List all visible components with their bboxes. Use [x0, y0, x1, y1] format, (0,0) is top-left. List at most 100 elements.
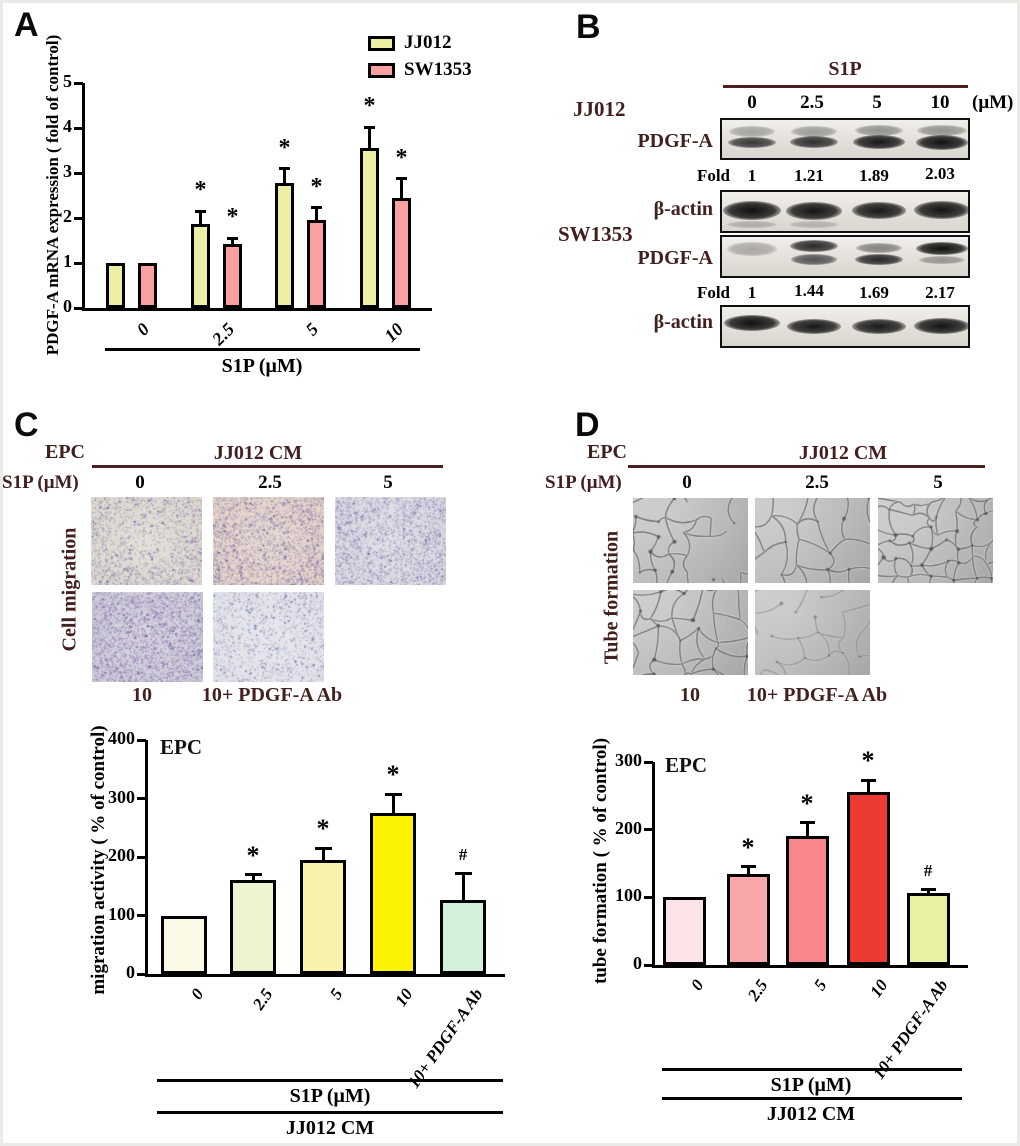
sw1353-pdgfa-label: PDGF-A	[637, 247, 713, 269]
y-tick-label: 0	[633, 953, 642, 973]
sw1353-fold-label: Fold	[696, 283, 730, 302]
legend-label: SW1353	[404, 59, 472, 80]
blot-band	[919, 256, 965, 264]
panel-c-bottom-label-10: 10	[132, 684, 152, 706]
bar	[906, 892, 950, 965]
error-bar-cap	[227, 236, 238, 240]
blot-band	[852, 202, 906, 219]
error-bar-stem	[926, 889, 930, 893]
y-tick-label: 2	[63, 206, 72, 226]
panel-c-footer-label-2: JJ012 CM	[285, 1117, 375, 1139]
panel-c-footer-line-2	[157, 1111, 503, 1114]
y-tick-label: 100	[615, 885, 642, 906]
error-bar-stem	[391, 794, 395, 814]
error-bar-cap	[799, 821, 815, 825]
unit-label: (μM)	[972, 92, 1014, 113]
bar	[440, 899, 486, 974]
significance-marker: *	[310, 173, 323, 200]
blot-band	[729, 126, 775, 137]
blot-band	[791, 254, 837, 265]
significance-marker: *	[800, 788, 814, 818]
bar	[191, 223, 210, 308]
tube-micrograph-0	[633, 498, 748, 583]
bar	[370, 813, 416, 974]
blot-band	[855, 125, 903, 136]
panel-d-footer-label-1: S1P (μM)	[770, 1074, 852, 1096]
jj012-fold-0: 1	[747, 166, 757, 185]
panel-d-bottom-label-10: 10	[680, 684, 700, 706]
sw1353-fold-1: 1.44	[794, 281, 824, 300]
blot-band	[791, 126, 837, 137]
error-bar-cap	[311, 206, 322, 210]
panel-c-col-0: 0	[135, 472, 145, 493]
bar	[392, 197, 411, 308]
blot-band	[855, 254, 903, 265]
error-bar-cap	[384, 792, 402, 796]
error-bar-stem	[321, 848, 325, 860]
significance-marker: *	[226, 204, 239, 231]
blot-band	[852, 319, 906, 334]
error-bar-cap	[740, 865, 756, 869]
blot-band	[856, 243, 902, 253]
bar	[161, 915, 207, 974]
bar	[307, 220, 326, 308]
y-tick	[644, 963, 653, 967]
panel-d-footer-line-2	[662, 1097, 962, 1100]
sw1353-fold-0: 1	[747, 283, 757, 302]
error-bar-cap	[860, 778, 876, 782]
y-tick-label: 200	[615, 817, 642, 838]
y-tick-label: 5	[63, 71, 72, 91]
y-tick-label: 300	[108, 786, 135, 807]
error-bar-stem	[805, 822, 809, 837]
tube-micrograph-10	[633, 590, 748, 675]
bar	[726, 873, 770, 965]
blot-band	[727, 242, 777, 256]
y-tick	[74, 81, 83, 85]
panel-c-col-5: 5	[383, 472, 393, 493]
significance-marker: *	[861, 746, 875, 776]
conc-10: 10	[930, 92, 950, 113]
y-tick	[74, 171, 83, 175]
jj012-pdgfa-blot	[720, 118, 970, 160]
significance-marker: *	[246, 840, 260, 870]
y-axis	[652, 762, 655, 968]
y-tick-label: 300	[615, 750, 642, 770]
panel-d-bottom-label-ab: 10+ PDGF-A Ab	[746, 684, 888, 706]
cell-line-sw1353-label: SW1353	[558, 222, 633, 246]
migration-micrograph-2.5	[213, 497, 324, 585]
error-bar-stem	[231, 238, 234, 245]
y-tick	[644, 828, 653, 832]
error-bar-cap	[920, 887, 936, 891]
blot-band	[917, 125, 967, 136]
blot-band	[853, 135, 905, 149]
significance-marker: *	[194, 177, 207, 204]
bar	[785, 836, 829, 965]
bar	[300, 859, 346, 974]
treatment-label: S1P	[828, 58, 862, 80]
blot-band	[724, 315, 780, 331]
bar	[275, 183, 294, 308]
conc-0: 0	[747, 92, 757, 113]
bar	[360, 148, 379, 308]
y-tick-label: 1	[63, 251, 72, 271]
panel-c-col-2.5: 2.5	[258, 472, 282, 493]
conc-5: 5	[872, 92, 882, 113]
blot-band	[790, 136, 838, 148]
error-bar-stem	[251, 874, 255, 881]
tube-micrograph-5	[878, 498, 993, 583]
blot-band	[790, 240, 838, 252]
conc-2.5: 2.5	[800, 92, 824, 113]
error-bar-cap	[454, 871, 472, 875]
panel-c-inside-label: EPC	[160, 735, 202, 759]
panel-d-inside-label: EPC	[665, 753, 707, 777]
panel-d-cm-label: JJ012 CM	[798, 442, 888, 464]
y-tick	[74, 261, 83, 265]
blot-band	[728, 137, 776, 148]
error-bar-stem	[368, 127, 371, 149]
panel-a-x-axis-title: S1P (μM)	[221, 355, 303, 377]
panel-d-row-label: Tube formation	[600, 530, 623, 665]
y-tick-label: 3	[63, 161, 72, 181]
error-bar-cap	[314, 846, 332, 850]
panel-a-letter: A	[14, 6, 39, 44]
cell-line-jj012-label: JJ012	[573, 97, 626, 121]
